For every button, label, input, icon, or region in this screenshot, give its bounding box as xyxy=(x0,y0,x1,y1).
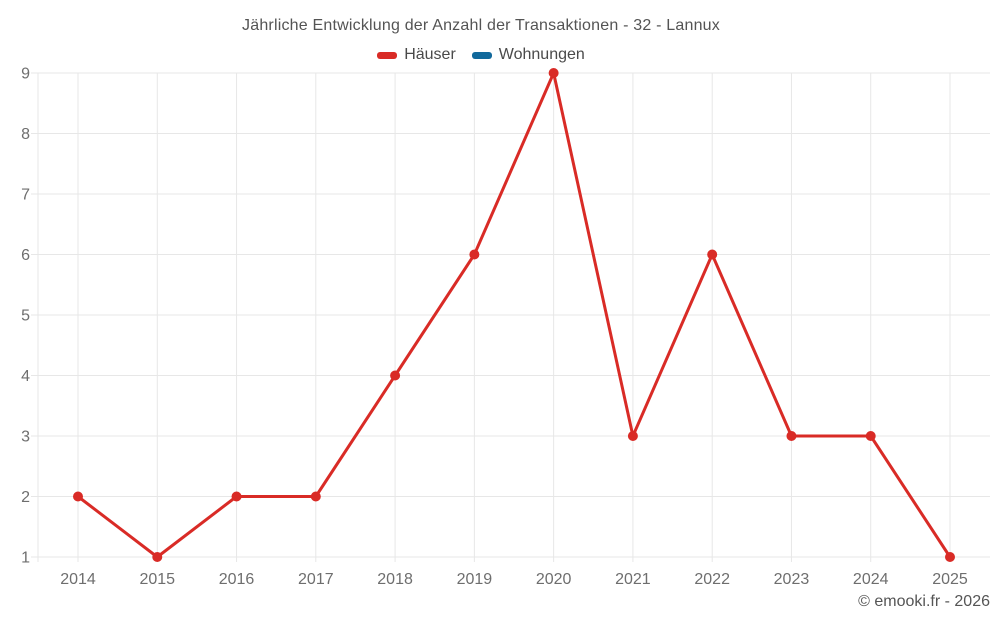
y-tick-label: 7 xyxy=(21,187,30,204)
y-tick-label: 5 xyxy=(21,308,30,325)
chart-title: Jährliche Entwicklung der Anzahl der Tra… xyxy=(242,17,720,34)
data-point[interactable] xyxy=(231,491,242,502)
x-tick-label: 2020 xyxy=(536,571,572,588)
data-point[interactable] xyxy=(310,491,321,502)
x-tick-label: 2018 xyxy=(377,571,413,588)
legend-swatch-icon xyxy=(377,51,398,59)
data-point[interactable] xyxy=(73,491,83,502)
data-point[interactable] xyxy=(786,431,797,441)
y-tick-label: 9 xyxy=(21,66,30,83)
data-point[interactable] xyxy=(469,249,480,260)
series-line-0 xyxy=(76,71,952,559)
legend: Häuser Wohnungen xyxy=(0,46,962,64)
x-tick-label: 2023 xyxy=(774,571,810,588)
y-tick-label: 8 xyxy=(21,126,30,143)
y-tick-label: 3 xyxy=(21,429,30,446)
x-tick-label: 2016 xyxy=(219,571,255,588)
data-point[interactable] xyxy=(945,552,955,562)
x-tick-label: 2017 xyxy=(298,571,334,588)
y-tick-label: 4 xyxy=(21,368,30,385)
x-tick-label: 2022 xyxy=(694,571,730,588)
x-tick-label: 2019 xyxy=(457,571,493,588)
y-tick-label: 2 xyxy=(21,489,30,506)
y-tick-label: 6 xyxy=(21,247,30,264)
data-point[interactable] xyxy=(548,68,559,78)
data-point[interactable] xyxy=(390,370,401,381)
x-tick-label: 2021 xyxy=(615,571,651,588)
legend-label: Wohnungen xyxy=(498,46,585,63)
data-point[interactable] xyxy=(865,431,876,441)
legend-item-1[interactable]: Wohnungen xyxy=(471,46,585,64)
data-point[interactable] xyxy=(707,249,718,260)
credit-text: © emooki.fr - 2026 xyxy=(858,593,990,610)
legend-item-0[interactable]: Häuser xyxy=(377,46,456,64)
x-tick-label: 2024 xyxy=(853,571,889,588)
y-tick-label: 1 xyxy=(21,550,30,567)
legend-label: Häuser xyxy=(404,46,456,63)
x-tick-label: 2014 xyxy=(60,571,96,588)
x-tick-label: 2025 xyxy=(932,571,968,588)
legend-swatch-icon xyxy=(471,51,492,59)
data-point[interactable] xyxy=(152,552,163,562)
x-tick-label: 2015 xyxy=(139,571,175,588)
data-point[interactable] xyxy=(627,431,638,441)
